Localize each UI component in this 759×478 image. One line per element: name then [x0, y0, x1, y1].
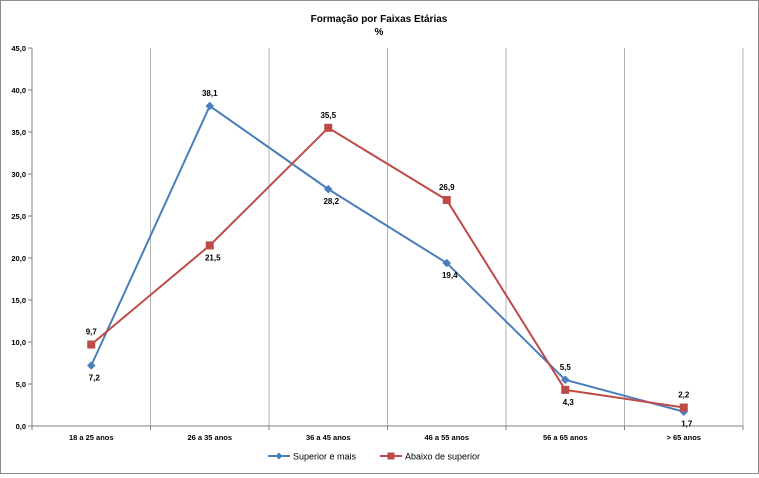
y-tick-label: 15,0 — [11, 296, 26, 305]
data-point-marker — [323, 184, 333, 194]
data-point-marker — [679, 403, 688, 412]
series-line-2 — [90, 126, 684, 409]
y-tick-label: 10,0 — [11, 338, 26, 347]
chart-title: Formação por Faixas Etárias — [311, 14, 448, 25]
data-point-marker — [561, 385, 570, 394]
y-tick-label: 20,0 — [11, 254, 26, 263]
chart-subtitle: % — [375, 27, 384, 38]
data-label: 21,5 — [205, 253, 221, 262]
x-tick-label: > 65 anos — [667, 433, 701, 442]
x-tick-label: 56 a 65 anos — [543, 433, 588, 442]
data-point-marker — [205, 241, 214, 250]
y-tick-label: 0,0 — [16, 422, 26, 431]
data-point-marker — [442, 258, 452, 268]
data-label: 28,2 — [323, 197, 339, 206]
data-point-marker — [442, 196, 451, 205]
y-tick-label: 45,0 — [11, 44, 26, 53]
data-label: 1,7 — [681, 420, 693, 429]
data-point-marker — [86, 361, 96, 370]
x-tick-label: 46 a 55 anos — [424, 433, 469, 442]
data-label: 9,7 — [86, 328, 98, 337]
y-tick-label: 35,0 — [11, 128, 26, 137]
data-label: 38,1 — [202, 89, 218, 98]
legend-label: Abaixo de superior — [405, 452, 480, 462]
legend: Superior e mais Abaixo de superior — [268, 452, 480, 462]
data-point-marker — [560, 375, 570, 385]
legend-marker — [275, 452, 283, 460]
data-point-marker — [324, 123, 333, 132]
data-label: 5,5 — [560, 363, 572, 372]
y-tick-label: 30,0 — [11, 170, 26, 179]
data-label: 7,2 — [89, 374, 101, 383]
legend-marker — [387, 452, 395, 460]
x-tick-label: 18 a 25 anos — [69, 433, 114, 442]
data-label: 2,2 — [678, 391, 690, 400]
y-tick-label: 25,0 — [11, 212, 26, 221]
legend-label: Superior e mais — [293, 452, 357, 462]
data-label: 26,9 — [439, 183, 455, 192]
data-point-marker — [205, 101, 215, 111]
data-label: 35,5 — [320, 111, 336, 120]
y-tick-label: 5,0 — [16, 380, 26, 389]
x-tick-label: 26 a 35 anos — [187, 433, 232, 442]
data-label: 19,4 — [442, 271, 458, 280]
series-line-1 — [90, 104, 685, 413]
x-tick-label: 36 a 45 anos — [306, 433, 351, 442]
y-tick-label: 40,0 — [11, 86, 26, 95]
plot-area: 0,0 5,0 10,0 15,0 20,0 25,0 30,0 35,0 40,0 45,0 18… — [11, 44, 744, 442]
data-point-marker — [87, 340, 96, 349]
data-label: 4,3 — [563, 398, 575, 407]
